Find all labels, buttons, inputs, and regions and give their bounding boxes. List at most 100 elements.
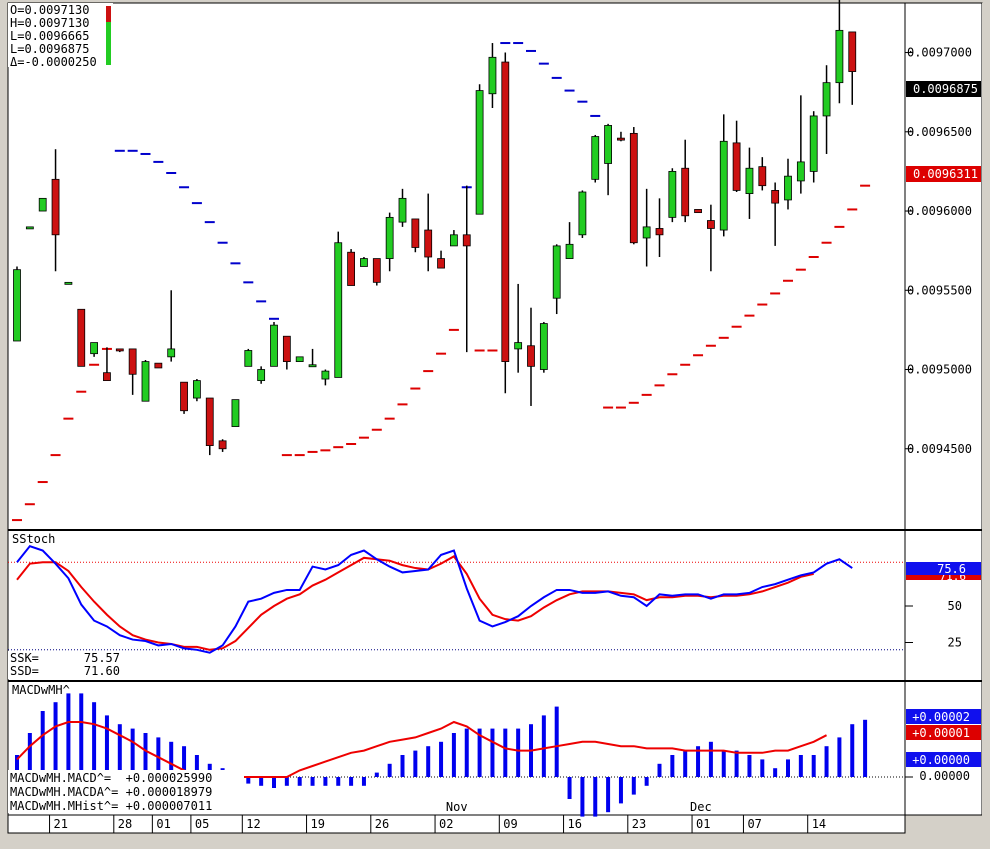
x-tick-label: 16 bbox=[568, 817, 582, 831]
month-label: Dec bbox=[690, 800, 712, 814]
price-tick-label: 0.0096000 bbox=[907, 204, 972, 218]
candle-body-bull bbox=[90, 342, 98, 355]
candle-body-bull bbox=[552, 245, 561, 299]
macd-hist-bar bbox=[516, 728, 521, 777]
macd-hist-bar bbox=[837, 737, 842, 777]
macd-hist-bar bbox=[464, 728, 469, 777]
candle-body-bear bbox=[154, 362, 163, 369]
candle-body-bull bbox=[796, 161, 805, 182]
ssd-line bbox=[16, 555, 814, 651]
last-price-badge bbox=[906, 81, 981, 97]
macd-hist-bar bbox=[593, 777, 598, 817]
macd-hist-bar bbox=[15, 755, 19, 777]
candle-body-bull bbox=[270, 324, 278, 367]
price-y-ticks: 0.0097000 0.0096500 0.0096000 0.0095500 0.00… bbox=[905, 46, 972, 456]
date-axis bbox=[7, 814, 906, 834]
macd-hist-bar bbox=[40, 711, 45, 777]
candle-body-bull bbox=[231, 399, 240, 427]
candle-body-bear bbox=[462, 234, 471, 247]
candle-body-bull bbox=[13, 269, 21, 342]
macd-hist-bar bbox=[336, 777, 341, 786]
macd-hist-bar bbox=[554, 706, 559, 777]
candle-body-bear bbox=[103, 372, 111, 382]
macd-hist-bar bbox=[644, 777, 649, 786]
x-tick-label: 12 bbox=[246, 817, 260, 831]
candle-body-bull bbox=[539, 323, 548, 370]
macd-hist-bar bbox=[863, 719, 868, 777]
ssk-badge-text: 75.6 bbox=[937, 562, 966, 576]
macd-badge bbox=[906, 709, 981, 724]
macd-hist-bar bbox=[323, 777, 328, 786]
month-label: Nov bbox=[446, 800, 468, 814]
macd-hist-bar bbox=[117, 724, 122, 777]
candle-body-bull bbox=[475, 90, 484, 215]
macd-hist-bar bbox=[297, 777, 302, 786]
ssk-value: 75.57 bbox=[84, 651, 120, 665]
macd-hist-bar bbox=[349, 777, 354, 786]
macd-hist-bar bbox=[503, 728, 508, 777]
macd-hist-bar bbox=[272, 777, 276, 788]
macd-hist-bar bbox=[194, 755, 199, 777]
candle-body-bull bbox=[25, 226, 34, 230]
macd-hist-bar bbox=[182, 746, 187, 777]
ssk-badge bbox=[906, 562, 981, 575]
candle-body-bull bbox=[784, 175, 792, 201]
stoch-title: SStoch bbox=[12, 532, 55, 546]
low-value: L=0.0096665 bbox=[10, 29, 89, 43]
candle-body-bull bbox=[449, 234, 458, 247]
macd-hist-bar bbox=[259, 777, 264, 786]
candle-body-bull bbox=[360, 258, 368, 267]
stoch-tick-label: 25 bbox=[948, 636, 962, 650]
candle-body-bull bbox=[167, 348, 176, 358]
stoch-info-box bbox=[8, 651, 124, 679]
candle-body-bull bbox=[514, 342, 523, 350]
candle-body-bear bbox=[437, 258, 445, 269]
macd-hist-bar bbox=[747, 755, 752, 777]
candle-body-bear bbox=[411, 218, 420, 248]
ssk-line bbox=[16, 544, 853, 654]
macd-zero-label: 0.00000 bbox=[919, 769, 970, 783]
macd-hist-bar bbox=[246, 777, 251, 784]
candle-body-bull bbox=[668, 171, 677, 218]
macd-hist-bar bbox=[811, 755, 816, 777]
candle-body-bull bbox=[321, 370, 330, 380]
macd-hist-bar bbox=[824, 746, 829, 777]
stoch-reference-lines bbox=[8, 561, 905, 651]
candle-body-bull bbox=[38, 197, 47, 212]
candle-body-bear bbox=[51, 178, 60, 236]
x-tick-label: 26 bbox=[375, 817, 389, 831]
macd-hist-bar bbox=[606, 777, 611, 813]
price-info-bull-swatch bbox=[106, 22, 111, 65]
candle-body-bear bbox=[77, 308, 86, 367]
candle-body-bull bbox=[398, 197, 407, 223]
macd-hist-bar bbox=[387, 763, 392, 777]
macd-hist-bar bbox=[541, 715, 546, 777]
candle-body-bear bbox=[617, 137, 625, 141]
macd-info-box bbox=[8, 770, 244, 813]
stoch-y-ticks: 50 25 bbox=[905, 599, 962, 650]
macd-hist-bar bbox=[413, 750, 418, 777]
candle-body-bull bbox=[295, 356, 304, 362]
candle-body-bear bbox=[527, 345, 535, 367]
x-tick-label: 05 bbox=[195, 817, 209, 831]
candle-body-bull bbox=[334, 242, 343, 378]
x-tick-label: 19 bbox=[311, 817, 325, 831]
price-tick-label: 0.0095000 bbox=[907, 363, 972, 377]
price-info-bear-swatch bbox=[106, 6, 111, 22]
macd-hist-bar bbox=[477, 728, 482, 777]
x-tick-label: 23 bbox=[632, 817, 646, 831]
candle-body-bull bbox=[809, 115, 818, 172]
macd-hist-bar bbox=[708, 741, 713, 777]
macd-hist-bar bbox=[580, 777, 585, 817]
last-value: L=0.0096875 bbox=[10, 42, 89, 56]
macd-hist-bar bbox=[618, 777, 623, 804]
macd-hist-bar bbox=[631, 777, 636, 795]
candle-body-bull bbox=[385, 216, 394, 259]
macda-badge-text: +0.00001 bbox=[912, 726, 970, 740]
x-tick-label: 01 bbox=[156, 817, 170, 831]
x-tick-label: 14 bbox=[812, 817, 826, 831]
x-tick-label: 07 bbox=[747, 817, 761, 831]
price-tick-label: 0.0095500 bbox=[907, 283, 972, 297]
candle-body-bull bbox=[822, 82, 831, 117]
macd-hist-bar bbox=[53, 702, 58, 777]
